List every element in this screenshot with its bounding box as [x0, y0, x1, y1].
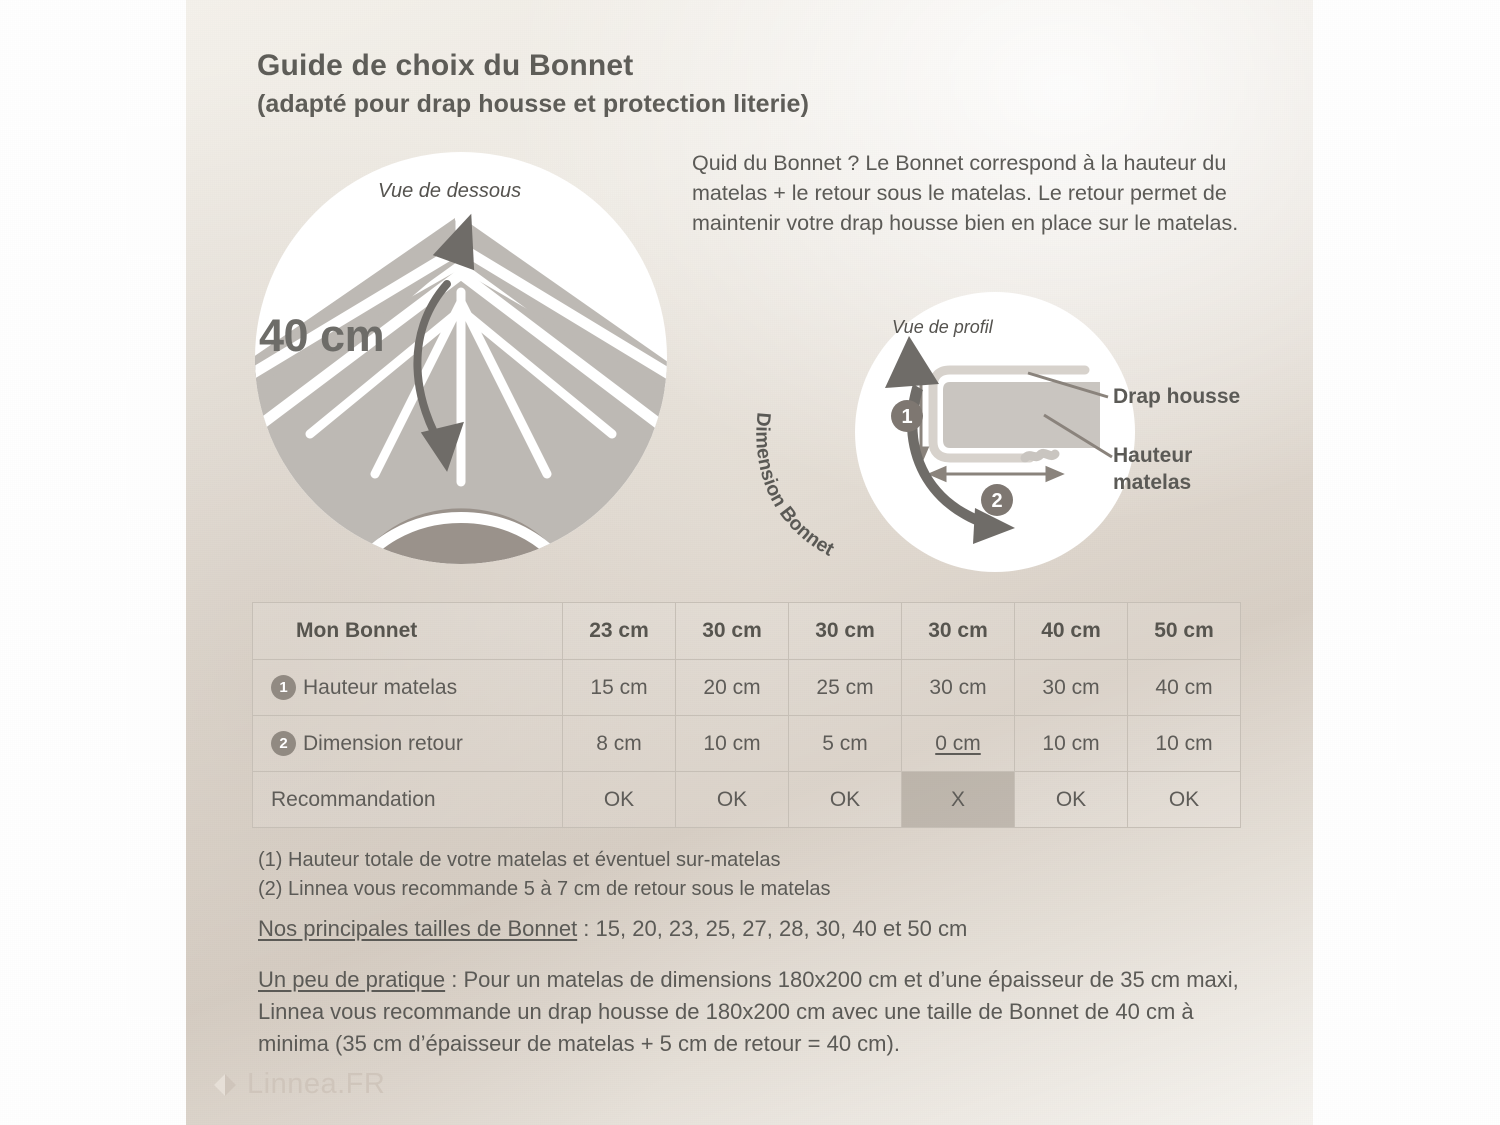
footnote-2: (2) Linnea vous recommande 5 à 7 cm de r…: [258, 878, 831, 900]
table-cell: OK: [1127, 771, 1241, 828]
callout-hauteur-line2: matelas: [1113, 471, 1192, 494]
table-row-header: Mon Bonnet: [252, 602, 563, 660]
table-cell: OK: [675, 771, 789, 828]
practice-paragraph: Un peu de pratique : Pour un matelas de …: [258, 964, 1248, 1060]
table-row: Recommandation OK OK OK X OK OK: [252, 771, 1241, 828]
row-badge-1: 1: [271, 675, 296, 700]
diagram-profile-view: 1 2: [855, 292, 1135, 572]
svg-text:Dimension Bonnet: Dimension Bonnet: [751, 412, 838, 561]
diagram-bottom-view: x: [255, 152, 667, 564]
bonnet-table: Mon Bonnet 23 cm 30 cm 30 cm 30 cm 40 cm 50 cm…: [252, 602, 1241, 828]
logo[interactable]: Linnea.FR: [212, 1068, 385, 1101]
sizes-heading: Nos principales tailles de Bonnet: [258, 916, 578, 941]
row-badge-2: 2: [271, 731, 296, 756]
bonnet-table-element: Mon Bonnet 23 cm 30 cm 30 cm 30 cm 40 cm 50 cm…: [252, 602, 1241, 828]
table-cell: 30 cm: [675, 602, 789, 660]
table-cell: X: [901, 771, 1015, 828]
page-title: Guide de choix du Bonnet: [257, 49, 634, 82]
table-row-label: Mon Bonnet: [296, 619, 418, 642]
bottom-view-label: Vue de dessous: [378, 180, 522, 202]
logo-text: Linnea.FR: [247, 1068, 386, 1100]
table-row: 2 Dimension retour 8 cm 10 cm 5 cm 0 cm 10 cm 1…: [252, 715, 1241, 772]
table-cell: OK: [562, 771, 676, 828]
table-cell: 50 cm: [1127, 602, 1241, 660]
callout-leader-lines: [1027, 371, 1113, 459]
page-subtitle: (adapté pour drap housse et protection l…: [257, 90, 809, 118]
table-cell: 40 cm: [1014, 602, 1128, 660]
sizes-line: Nos principales tailles de Bonnet : 15, …: [258, 916, 967, 942]
profile-view-illustration: 1 2: [885, 336, 1100, 544]
practice-heading: Un peu de pratique: [258, 967, 446, 992]
table-row: 1 Hauteur matelas 15 cm 20 cm 25 cm 30 cm 30 c…: [252, 659, 1241, 716]
table-cell: 25 cm: [788, 659, 902, 716]
table-cell: 20 cm: [675, 659, 789, 716]
table-cell: 5 cm: [788, 715, 902, 772]
table-row-label: Recommandation: [271, 787, 436, 811]
sizes-value: : 15, 20, 23, 25, 27, 28, 30, 40 et 50 c…: [577, 916, 968, 941]
table-cell: 30 cm: [901, 659, 1015, 716]
table-cell: OK: [1014, 771, 1128, 828]
arc-label-text: Dimension Bonnet: [751, 412, 838, 561]
callout-hauteur-line1: Hauteur: [1113, 444, 1193, 467]
practice-value: : Pour un matelas de dimensions 180x200 …: [258, 967, 1239, 1056]
table-row-label: Hauteur matelas: [303, 676, 458, 699]
svg-text:1: 1: [901, 406, 912, 428]
table-cell: 40 cm: [1127, 659, 1241, 716]
table-cell: 30 cm: [788, 602, 902, 660]
bottom-view-illustration: [255, 212, 667, 564]
intro-paragraph: Quid du Bonnet ? Le Bonnet correspond à …: [692, 151, 1239, 235]
table-cell: 10 cm: [675, 715, 789, 772]
footnotes: (1) Hauteur totale de votre matelas et é…: [258, 846, 831, 904]
bonnet-measure-label: 40 cm: [259, 310, 385, 361]
linnea-diamond-icon: [214, 1073, 236, 1096]
table-cell: 8 cm: [562, 715, 676, 772]
profile-view-label: Vue de profil: [892, 317, 993, 337]
table-cell: 10 cm: [1014, 715, 1128, 772]
table-cell: 15 cm: [562, 659, 676, 716]
arc-label-dimension-bonnet: Dimension Bonnet: [751, 412, 838, 561]
table-cell-value: 0 cm: [935, 731, 981, 755]
table-cell: OK: [788, 771, 902, 828]
table-row-label: Dimension retour: [303, 732, 463, 755]
table-cell: 23 cm: [562, 602, 676, 660]
table-cell: 30 cm: [901, 602, 1015, 660]
callout-hauteur-matelas: Hauteur matelas: [1113, 442, 1192, 496]
svg-text:2: 2: [991, 490, 1002, 512]
footnote-1: (1) Hauteur totale de votre matelas et é…: [258, 849, 781, 871]
table-cell: 0 cm: [901, 715, 1015, 772]
table-row-header: 2 Dimension retour: [252, 715, 563, 772]
callout-drap-housse: Drap housse: [1113, 385, 1241, 408]
table-row-header: 1 Hauteur matelas: [252, 659, 563, 716]
table-cell: 30 cm: [1014, 659, 1128, 716]
table-row: Mon Bonnet 23 cm 30 cm 30 cm 30 cm 40 cm 50 cm: [252, 602, 1241, 660]
table-row-header: Recommandation: [252, 771, 563, 828]
table-cell: 10 cm: [1127, 715, 1241, 772]
